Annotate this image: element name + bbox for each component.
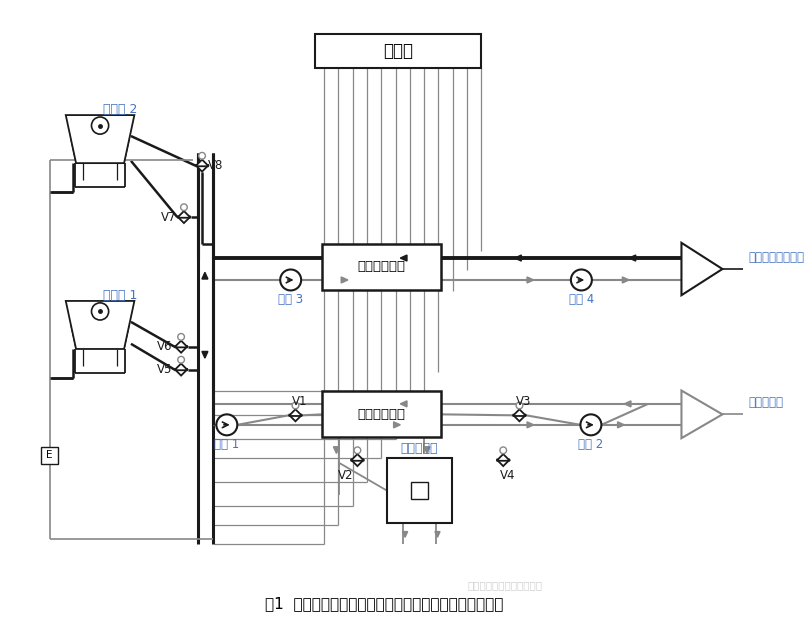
Circle shape [92, 117, 109, 134]
Text: 冷却塔 1: 冷却塔 1 [103, 289, 137, 301]
Circle shape [500, 447, 506, 454]
Polygon shape [202, 351, 208, 358]
Polygon shape [622, 277, 629, 283]
Polygon shape [66, 115, 135, 163]
Polygon shape [496, 454, 510, 461]
Polygon shape [435, 532, 440, 538]
Polygon shape [177, 211, 190, 218]
Text: V1: V1 [292, 394, 307, 408]
Polygon shape [202, 273, 208, 279]
Text: 接供冷、供热用户: 接供冷、供热用户 [748, 251, 804, 264]
Polygon shape [289, 415, 302, 421]
Circle shape [199, 152, 206, 159]
Text: 水泵 3: 水泵 3 [278, 294, 303, 307]
Circle shape [580, 414, 601, 435]
Text: 冷却塔 2: 冷却塔 2 [103, 103, 137, 116]
Text: V2: V2 [339, 469, 354, 482]
Polygon shape [625, 401, 631, 407]
Polygon shape [177, 216, 190, 223]
Polygon shape [195, 165, 209, 172]
Text: 水泵 4: 水泵 4 [569, 294, 594, 307]
Polygon shape [401, 255, 407, 261]
Circle shape [92, 303, 109, 320]
Text: V6: V6 [157, 340, 172, 353]
Text: V8: V8 [208, 159, 223, 172]
Polygon shape [527, 277, 534, 283]
Circle shape [354, 447, 361, 454]
Polygon shape [513, 410, 526, 416]
Polygon shape [351, 454, 364, 461]
Polygon shape [174, 364, 188, 370]
Polygon shape [393, 422, 401, 428]
Circle shape [181, 204, 187, 211]
Text: 控制器: 控制器 [383, 42, 413, 60]
Bar [314, 34, 481, 68]
Text: V5: V5 [157, 363, 172, 376]
Polygon shape [351, 460, 364, 466]
Polygon shape [289, 410, 302, 416]
Text: V7: V7 [161, 211, 177, 223]
Polygon shape [174, 340, 188, 348]
Text: V4: V4 [501, 469, 516, 482]
Polygon shape [496, 460, 510, 466]
Circle shape [178, 356, 185, 363]
Polygon shape [681, 243, 722, 295]
Circle shape [280, 269, 301, 291]
Text: 水泵 2: 水泵 2 [578, 438, 604, 451]
Circle shape [292, 402, 299, 409]
Text: V3: V3 [516, 394, 531, 408]
Polygon shape [617, 422, 625, 428]
Text: 水源热泵机组: 水源热泵机组 [358, 260, 405, 273]
Circle shape [516, 402, 523, 409]
Polygon shape [402, 532, 408, 538]
Polygon shape [334, 447, 339, 453]
Polygon shape [66, 301, 135, 349]
Circle shape [216, 414, 237, 435]
Polygon shape [681, 390, 722, 438]
Circle shape [571, 269, 592, 291]
Polygon shape [195, 159, 209, 166]
Circle shape [178, 333, 185, 340]
Polygon shape [401, 401, 407, 407]
Polygon shape [527, 422, 534, 428]
Bar [322, 244, 441, 289]
Bar [41, 447, 58, 464]
Polygon shape [515, 255, 521, 261]
Bar [322, 392, 441, 437]
Polygon shape [629, 255, 636, 261]
Bar [411, 482, 428, 499]
Polygon shape [174, 346, 188, 353]
Text: 水泵 1: 水泵 1 [214, 438, 239, 451]
Text: 板式换热器: 板式换热器 [401, 442, 438, 455]
Bar [387, 458, 451, 523]
Polygon shape [341, 277, 348, 283]
Text: 数据中心基础设施运营管理: 数据中心基础设施运营管理 [467, 580, 542, 590]
Polygon shape [513, 415, 526, 421]
Text: 水冷冷水机组: 水冷冷水机组 [358, 408, 405, 421]
Polygon shape [174, 369, 188, 376]
Text: 接数据中心: 接数据中心 [748, 396, 783, 410]
Polygon shape [424, 447, 430, 453]
Text: 图1  基于数据中心废热利用的供冷、供热系统原理和控制: 图1 基于数据中心废热利用的供冷、供热系统原理和控制 [265, 596, 503, 611]
Text: E: E [46, 451, 53, 460]
